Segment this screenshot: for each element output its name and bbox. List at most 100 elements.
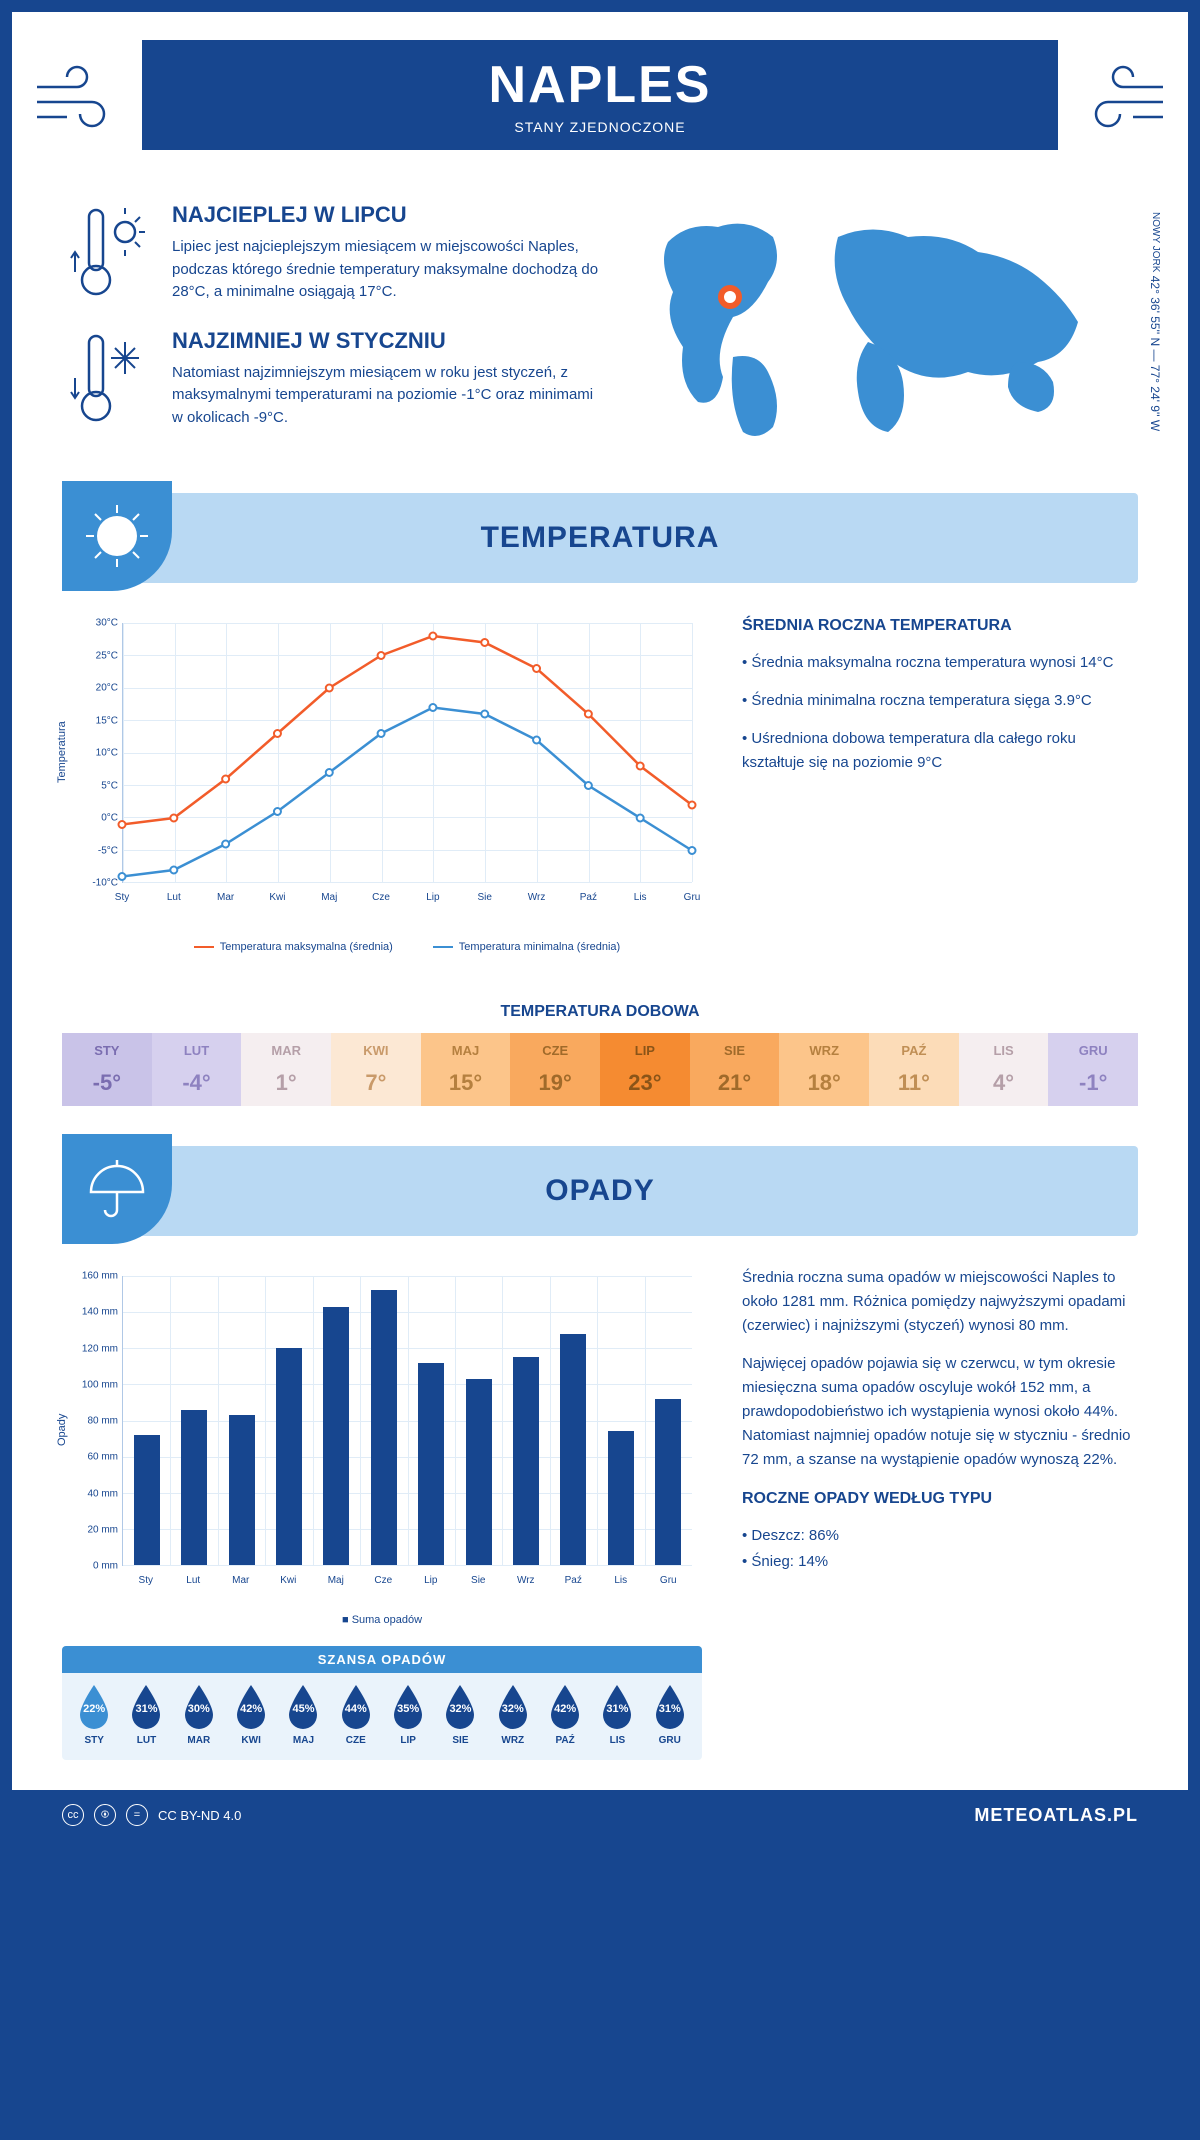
xtick: Lut [186,1575,200,1586]
temperature-content: Temperatura Temperatura maksymalna (śred… [12,613,1188,983]
chance-value: 35% [397,1703,419,1715]
temp-table-cell: GRU-1° [1048,1033,1138,1106]
precip-para-2: Najwięcej opadów pojawia się w czerwcu, … [742,1352,1138,1472]
chance-month: PAŹ [539,1735,591,1746]
temp-cell-month: MAJ [421,1043,511,1064]
by-icon: 🅯 [94,1804,116,1826]
chance-value: 22% [83,1703,105,1715]
temp-cell-month: KWI [331,1043,421,1064]
ytick: 25°C [92,650,118,661]
xtick: Lis [634,892,647,903]
avg-bullet-3: • Uśredniona dobowa temperatura dla całe… [742,727,1138,775]
precip-bar [229,1415,255,1565]
temperature-section-header: TEMPERATURA [62,493,1138,583]
header: NAPLES STANY ZJEDNOCZONE [12,12,1188,182]
chance-cell: 31% LIS [591,1683,643,1746]
city-title: NAPLES [489,55,712,115]
chance-cell: 45%MAJ [277,1683,329,1746]
chance-month: LIS [591,1735,643,1746]
chance-cell: 31%GRU [644,1683,696,1746]
ytick: 30°C [92,618,118,629]
precip-bar [513,1357,539,1565]
xtick: Lip [424,1575,437,1586]
chance-value: 42% [240,1703,262,1715]
temp-table-cell: MAJ15° [421,1033,511,1106]
ytick: 140 mm [80,1307,118,1318]
raindrop-icon: 42% [545,1683,585,1731]
temp-table-cell: CZE19° [510,1033,600,1106]
temp-cell-value: 19° [510,1064,600,1096]
ytick: 80 mm [80,1416,118,1427]
xtick: Cze [374,1575,392,1586]
ytick: 5°C [92,780,118,791]
precipitation-title: OPADY [545,1174,654,1208]
raindrop-icon: 35% [388,1683,428,1731]
temp-cell-value: -4° [152,1064,242,1096]
chance-value: 30% [188,1703,210,1715]
xtick: Maj [321,892,337,903]
timezone-label: NOWY JORK [1150,212,1161,272]
warmest-fact: NAJCIEPLEJ W LIPCU Lipiec jest najcieple… [62,202,608,304]
xtick: Wrz [528,892,546,903]
temp-ylabel: Temperatura [56,721,68,783]
wind-icon [12,42,142,152]
raindrop-icon: 42% [231,1683,271,1731]
chance-cell: 42% PAŹ [539,1683,591,1746]
precip-bar [418,1363,444,1565]
chance-month: WRZ [487,1735,539,1746]
coldest-text: Natomiast najzimniejszym miesiącem w rok… [172,362,608,430]
xtick: Lut [167,892,181,903]
coldest-fact: NAJZIMNIEJ W STYCZNIU Natomiast najzimni… [62,328,608,430]
chance-value: 31% [606,1703,628,1715]
ytick: 100 mm [80,1379,118,1390]
ytick: 20°C [92,683,118,694]
intro-facts: NAJCIEPLEJ W LIPCU Lipiec jest najcieple… [62,202,608,453]
xtick: Mar [217,892,234,903]
precip-bar [608,1431,634,1565]
world-map: NOWY JORK 42° 36' 55'' N — 77° 24' 9'' W [638,202,1138,453]
chance-value: 31% [659,1703,681,1715]
chance-cell: 30%MAR [173,1683,225,1746]
chance-month: SIE [434,1735,486,1746]
raindrop-icon: 32% [493,1683,533,1731]
xtick: Lis [614,1575,627,1586]
avg-temp-title: ŚREDNIA ROCZNA TEMPERATURA [742,613,1138,639]
chance-month: KWI [225,1735,277,1746]
temp-cell-month: LIS [959,1043,1049,1064]
chance-month: LUT [120,1735,172,1746]
xtick: Gru [660,1575,677,1586]
coordinates: NOWY JORK 42° 36' 55'' N — 77° 24' 9'' W [1148,212,1162,431]
xtick: Sie [471,1575,485,1586]
temp-cell-month: PAŹ [869,1043,959,1064]
raindrop-icon: 31% [126,1683,166,1731]
chance-value: 42% [554,1703,576,1715]
wind-icon [1058,42,1188,152]
chance-title: SZANSA OPADÓW [62,1646,702,1673]
temp-cell-value: -1° [1048,1064,1138,1096]
raindrop-icon: 44% [336,1683,376,1731]
temp-legend: Temperatura maksymalna (średnia) Tempera… [122,941,692,953]
infographic-page: NAPLES STANY ZJEDNOCZONE NAJCIEPLEJ W LI… [12,12,1188,1840]
temp-cell-value: 21° [690,1064,780,1096]
precip-ylabel: Opady [56,1414,68,1446]
temp-cell-value: 23° [600,1064,690,1096]
chance-cell: 32% WRZ [487,1683,539,1746]
thermometer-cold-icon [62,328,152,430]
precip-para-1: Średnia roczna suma opadów w miejscowośc… [742,1266,1138,1338]
xtick: Lip [426,892,439,903]
precip-type-snow: • Śnieg: 14% [742,1550,1138,1574]
precip-bar [181,1410,207,1565]
temp-table-cell: LIS4° [959,1033,1049,1106]
license-block: cc 🅯 = CC BY-ND 4.0 [62,1804,241,1826]
xtick: Sty [139,1575,153,1586]
temp-cell-value: -5° [62,1064,152,1096]
ytick: 0 mm [80,1561,118,1572]
raindrop-icon: 31% [597,1683,637,1731]
legend-min: Temperatura minimalna (średnia) [433,941,620,953]
temp-cell-value: 11° [869,1064,959,1096]
temperature-line-chart: Temperatura Temperatura maksymalna (śred… [62,613,702,953]
temp-table-cell: STY-5° [62,1033,152,1106]
precipitation-summary: Średnia roczna suma opadów w miejscowośc… [742,1266,1138,1760]
license-text: CC BY-ND 4.0 [158,1808,241,1823]
header-band: NAPLES STANY ZJEDNOCZONE [12,40,1188,150]
